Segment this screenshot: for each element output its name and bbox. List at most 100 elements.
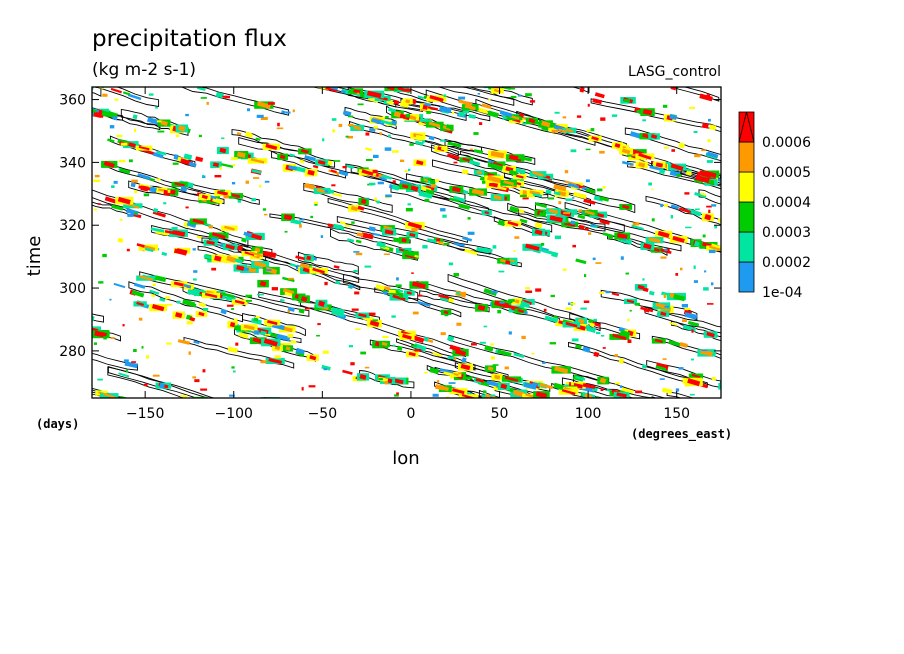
precip-cell: [330, 169, 337, 174]
precip-cell: [264, 415, 277, 422]
precip-speck: [165, 296, 170, 300]
precip-speck: [600, 335, 605, 337]
precip-cell: [423, 336, 429, 342]
precip-speck: [585, 148, 591, 151]
precip-speck: [292, 109, 295, 113]
precip-cell: [602, 232, 614, 238]
precip-cell: [304, 183, 316, 190]
precip-cell: [542, 249, 553, 255]
precip-speck: [98, 281, 104, 284]
precip-speck: [354, 291, 360, 295]
precip-speck: [660, 256, 667, 259]
precip-cell: [476, 170, 482, 175]
precip-cell: [248, 70, 258, 77]
precip-cell: [247, 52, 253, 57]
precip-cell: [670, 163, 684, 171]
precip-speck: [554, 235, 561, 240]
precip-cell: [650, 134, 658, 139]
precip-cell: [177, 413, 190, 418]
precip-cell: [150, 227, 165, 233]
precip-cell: [514, 299, 520, 304]
precip-cell: [221, 292, 235, 298]
precip-cell: [653, 247, 660, 252]
precip-cell: [531, 192, 543, 198]
precip-cell: [518, 209, 525, 214]
precip-cell: [553, 191, 561, 196]
precip-cell: [746, 363, 758, 370]
precip-cell: [295, 347, 305, 355]
precip-speck: [231, 157, 238, 160]
precip-cell: [245, 422, 259, 428]
precip-cell: [398, 292, 404, 299]
precip-cell: [532, 171, 544, 177]
precip-speck: [664, 305, 670, 308]
precip-cell: [445, 70, 457, 77]
precip-cell: [291, 65, 300, 72]
precip-speck: [365, 159, 373, 161]
precip-speck: [171, 227, 178, 231]
precip-speck: [630, 165, 634, 167]
precip-cell: [726, 386, 745, 392]
precip-cell: [59, 307, 68, 312]
precip-speck: [459, 291, 466, 295]
precip-cell: [119, 167, 131, 175]
precip-cell: [43, 40, 57, 45]
precip-cell: [146, 117, 161, 125]
precip-cell: [591, 136, 599, 141]
precip-cell: [599, 377, 607, 384]
precip-cell: [189, 316, 196, 322]
precip-speck: [707, 303, 714, 305]
precip-cell: [297, 459, 311, 465]
precip-cell: [195, 429, 209, 437]
precip-speck: [521, 300, 525, 303]
precip-cell: [188, 161, 197, 168]
precip-cell: [718, 383, 721, 390]
precip-speck: [316, 335, 320, 337]
precip-cell: [92, 109, 97, 113]
precip-speck: [447, 356, 455, 360]
precip-cell: [446, 153, 460, 160]
precip-cell: [509, 114, 520, 120]
precip-speck: [323, 368, 327, 371]
precip-cell: [326, 466, 338, 472]
precip-cell: [124, 361, 138, 369]
precip-cell: [408, 351, 416, 357]
precip-cell: [573, 191, 587, 200]
precip-cell: [327, 160, 333, 166]
precip-speck: [689, 106, 696, 109]
precip-cell: [689, 407, 702, 414]
precip-speck: [435, 179, 439, 183]
precip-cell: [69, 325, 80, 330]
precip-cell: [638, 152, 652, 160]
precip-cell: [52, 380, 69, 387]
precip-cell: [621, 387, 634, 394]
precip-cell: [298, 308, 305, 314]
precip-speck: [245, 180, 249, 184]
precip-cell: [253, 329, 260, 335]
precip-cell: [294, 459, 314, 464]
precip-cell: [535, 391, 548, 398]
precip-cell: [489, 71, 505, 77]
precip-speck: [513, 250, 516, 252]
precip-speck: [602, 347, 606, 349]
precip-cell: [721, 383, 732, 391]
precip-cell: [149, 289, 160, 295]
precip-cell: [175, 312, 183, 319]
precip-cell: [477, 304, 486, 311]
precip-speck: [422, 140, 426, 143]
precip-speck: [411, 272, 414, 274]
precip-speck: [221, 137, 225, 140]
precip-cell: [393, 111, 402, 118]
precip-cell: [254, 446, 268, 453]
precip-cell: [616, 392, 627, 398]
precip-speck: [219, 166, 222, 170]
precip-cell: [725, 184, 733, 191]
precip-cell: [486, 380, 500, 388]
precip-cell: [567, 182, 581, 190]
precip-speck: [593, 318, 597, 322]
precip-cell: [42, 319, 54, 325]
precip-cell: [552, 424, 572, 432]
precip-speck: [405, 113, 410, 118]
precip-speck: [93, 342, 97, 345]
x-axis-label: lon: [392, 448, 419, 469]
